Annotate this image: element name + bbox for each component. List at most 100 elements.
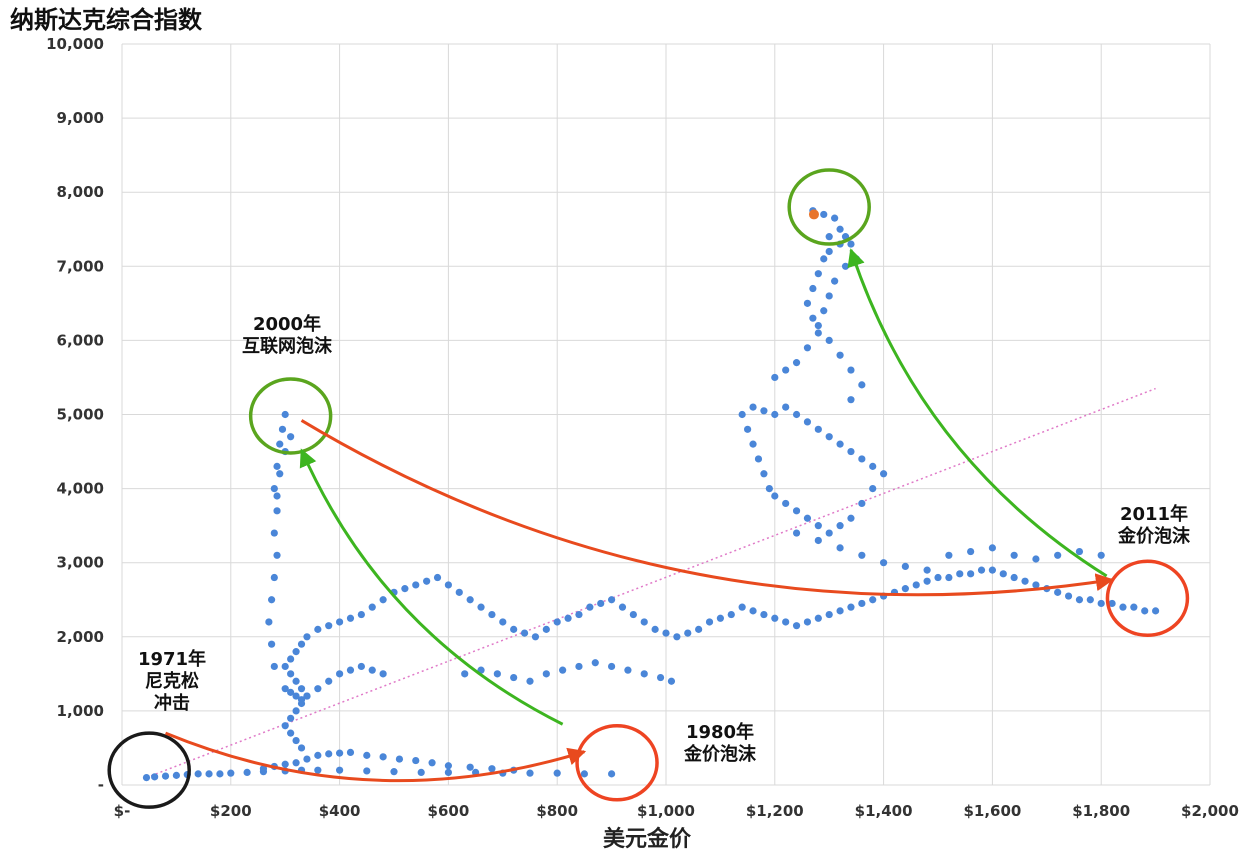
data-point xyxy=(292,759,300,767)
annotation-arrows xyxy=(164,248,1114,783)
data-point xyxy=(880,559,888,567)
data-point xyxy=(841,262,850,270)
data-point xyxy=(749,607,757,615)
data-point xyxy=(314,685,322,693)
data-point xyxy=(1141,607,1149,615)
data-point xyxy=(273,551,281,559)
data-point xyxy=(749,440,757,448)
data-point xyxy=(423,577,431,585)
data-point xyxy=(363,751,371,759)
data-point xyxy=(803,418,812,426)
data-point xyxy=(629,610,637,619)
y-tick-label: 7,000 xyxy=(57,257,104,275)
data-point xyxy=(281,410,289,419)
data-point xyxy=(831,277,839,285)
data-point xyxy=(531,633,540,641)
data-point xyxy=(1010,573,1018,582)
data-point xyxy=(580,770,589,778)
data-point xyxy=(667,677,676,685)
data-point xyxy=(640,618,648,626)
data-point xyxy=(417,768,425,777)
data-point xyxy=(656,673,665,682)
data-point xyxy=(493,670,501,678)
data-point xyxy=(553,769,561,777)
data-point xyxy=(825,610,833,619)
data-point xyxy=(803,618,812,626)
annotation-circle xyxy=(575,724,659,802)
data-point xyxy=(287,670,295,678)
data-point xyxy=(287,714,295,722)
data-point xyxy=(847,514,855,522)
data-point xyxy=(520,629,529,637)
data-point xyxy=(379,753,387,761)
data-point xyxy=(273,492,281,500)
data-point xyxy=(760,407,768,415)
annotation-label: 1980年 xyxy=(686,721,754,743)
data-point xyxy=(814,522,822,530)
data-point xyxy=(820,255,828,263)
data-point xyxy=(765,485,773,493)
data-point xyxy=(869,462,877,470)
data-point xyxy=(455,588,463,596)
y-tick-label: 4,000 xyxy=(57,480,104,498)
data-point xyxy=(809,314,817,322)
data-point xyxy=(205,770,213,778)
data-point xyxy=(782,366,790,374)
data-point xyxy=(1032,581,1040,589)
data-point xyxy=(825,433,833,441)
data-point xyxy=(526,677,534,685)
data-point xyxy=(542,670,550,678)
annotation-label: 尼克松 xyxy=(145,670,199,692)
data-point xyxy=(273,462,281,470)
data-point xyxy=(934,573,942,582)
y-tick-label: 9,000 xyxy=(57,109,104,127)
data-point xyxy=(608,662,616,671)
data-point xyxy=(923,577,931,585)
x-tick-label: $1,000 xyxy=(637,802,695,820)
x-tick-label: $800 xyxy=(536,802,578,820)
data-point xyxy=(297,685,306,693)
y-tick-label: 3,000 xyxy=(57,554,104,572)
data-point xyxy=(1130,603,1138,611)
data-point xyxy=(428,759,436,767)
chart-title: 纳斯达克综合指数 xyxy=(10,6,203,34)
annotation-label: 金价泡沫 xyxy=(1117,525,1191,547)
data-point xyxy=(270,485,278,493)
data-point xyxy=(281,685,289,693)
data-point xyxy=(901,562,909,571)
data-point xyxy=(303,633,311,641)
data-point xyxy=(346,614,355,622)
data-point xyxy=(433,573,442,582)
trendline xyxy=(146,387,1156,779)
data-point xyxy=(336,670,344,678)
data-point xyxy=(716,614,725,622)
data-point xyxy=(999,570,1007,578)
data-point xyxy=(597,599,605,608)
data-point xyxy=(510,673,518,682)
annotation-arrow xyxy=(847,248,1108,578)
y-tick-label: 8,000 xyxy=(57,183,104,201)
data-point xyxy=(268,596,276,604)
data-point xyxy=(586,603,594,611)
data-point xyxy=(967,570,975,578)
x-tick-label: $600 xyxy=(428,802,470,820)
annotation-label: 互联网泡沫 xyxy=(242,335,333,357)
data-point xyxy=(336,766,344,774)
y-tick-label: - xyxy=(98,776,104,794)
data-point xyxy=(814,270,822,278)
data-point xyxy=(444,768,452,777)
data-point xyxy=(771,410,779,419)
data-point xyxy=(591,659,599,667)
data-point xyxy=(814,329,822,337)
data-point xyxy=(466,763,474,771)
data-point xyxy=(754,455,763,463)
data-point xyxy=(923,566,931,574)
data-point xyxy=(542,625,550,633)
data-point xyxy=(461,670,469,678)
data-point xyxy=(618,603,627,611)
data-point xyxy=(836,522,844,530)
x-tick-label: $- xyxy=(114,802,131,820)
data-point xyxy=(151,773,159,781)
data-point xyxy=(858,551,866,559)
